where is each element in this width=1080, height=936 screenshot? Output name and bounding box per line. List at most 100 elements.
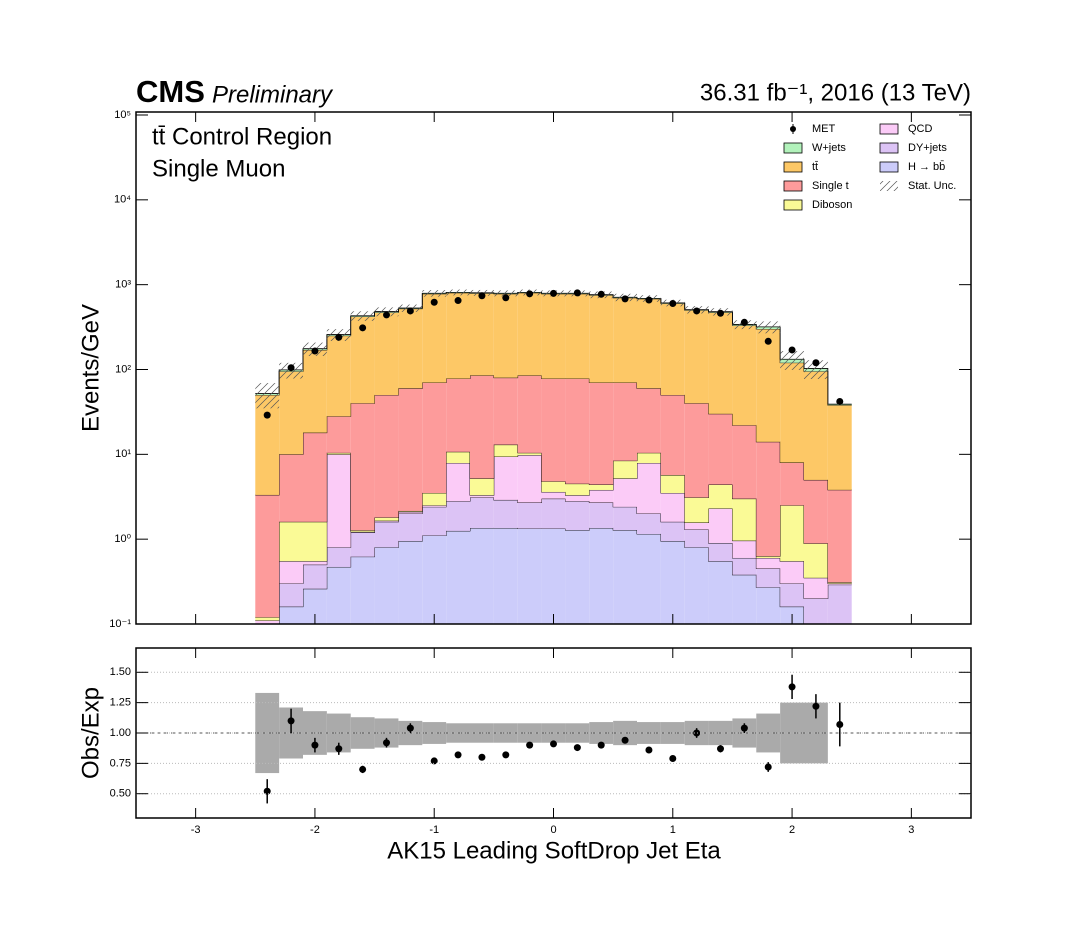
stack-segment [374, 312, 399, 396]
stack-segment [422, 505, 447, 507]
stack-segment [708, 413, 733, 485]
ratio-point [478, 753, 486, 761]
data-point [669, 299, 677, 307]
data-point [335, 333, 343, 341]
y-axis-label: Events/GeV [77, 304, 104, 432]
stack-segment [279, 371, 303, 455]
stack-segment [660, 541, 685, 624]
y-tick-label: 1.00 [110, 727, 131, 739]
ratio-plot-area [136, 674, 971, 804]
legend-label: H → bb̄ [908, 160, 945, 173]
stack-segment [470, 293, 494, 376]
y-tick-label: 0.50 [110, 788, 131, 800]
stack-segment [493, 377, 518, 445]
main-plot-area [255, 289, 852, 624]
stack-segment [493, 528, 518, 624]
stack-segment [660, 395, 685, 476]
stack-segment [708, 312, 733, 414]
data-point [717, 309, 724, 317]
stack-segment [470, 497, 494, 529]
legend-label: W+jets [812, 142, 846, 154]
stack-segment [804, 371, 828, 480]
uncertainty-band [255, 692, 280, 774]
y-tick-label: 10³ [115, 279, 131, 291]
stack-segment [613, 530, 637, 624]
ratio-point [597, 741, 605, 749]
data-point [359, 324, 367, 332]
stack-segment [303, 564, 327, 589]
y-tick-label: 0.75 [110, 757, 131, 769]
data-point [502, 294, 510, 302]
stack-segment [517, 502, 542, 529]
stack-segment [446, 451, 470, 464]
stack-segment [326, 452, 351, 455]
stack-segment [279, 521, 303, 562]
stack-segment [541, 491, 566, 499]
stack-segment [422, 293, 447, 383]
uncertainty-band [660, 722, 685, 744]
stack-segment [255, 617, 280, 621]
ratio-point [812, 702, 820, 710]
stack-segment [756, 329, 781, 442]
x-tick-label: 1 [670, 824, 676, 836]
stack-segment [303, 521, 327, 562]
stack-segment [827, 405, 852, 490]
stack-segment [470, 375, 494, 479]
stack-segment [684, 529, 709, 548]
stack-segment [589, 295, 614, 383]
stack-segment [541, 293, 566, 379]
stack-segment [660, 521, 685, 542]
x-tick-label: 3 [908, 824, 914, 836]
y-tick-label: 10² [115, 363, 131, 375]
stack-segment [684, 547, 709, 624]
stack-segment [589, 489, 614, 503]
stack-segment [279, 583, 303, 607]
cms-label: CMS [136, 74, 205, 109]
stack-segment [732, 325, 757, 426]
x-tick-label: 0 [550, 824, 556, 836]
stack-segment [303, 349, 327, 433]
stack-segment [684, 522, 709, 530]
ratio-point [406, 724, 414, 732]
data-point [287, 364, 295, 372]
uncertainty-band [255, 383, 280, 409]
y-tick-label: 10⁵ [114, 109, 131, 121]
stack-segment [493, 499, 518, 529]
stack-segment [255, 395, 280, 495]
stack-segment [470, 528, 494, 624]
stack-segment [255, 494, 280, 618]
stack-segment [541, 481, 566, 492]
ratio-point [764, 763, 772, 771]
ratio-point [717, 745, 724, 753]
stack-segment [780, 505, 804, 562]
stack-segment [398, 388, 423, 511]
stack-segment [565, 495, 590, 502]
stack-segment [756, 587, 781, 624]
stack-segment [613, 478, 637, 507]
stack-segment [470, 495, 494, 498]
stack-segment [589, 484, 614, 490]
legend-swatch [783, 180, 803, 192]
stack-segment [827, 582, 852, 584]
ratio-point [359, 765, 367, 773]
uncertainty-band [756, 321, 781, 334]
stack-segment [517, 292, 542, 376]
stack-segment [517, 452, 542, 456]
stack-segment [660, 493, 685, 522]
legend-label: MET [812, 123, 836, 135]
axes: 10⁻¹ 10⁰ 10¹ 10² 10³ 10⁴ 10⁵ -3 -2 -1 0 1 2 3 0.50 0.75… [109, 109, 972, 836]
stack-segment [374, 547, 399, 624]
stack-segment [589, 528, 614, 624]
y-tick-label: 1.50 [110, 666, 131, 678]
stack-segment [279, 561, 303, 584]
ratio-point [740, 724, 748, 732]
legend: MET W+jets tt̄ Single t Diboson QCD DY+jets H →… [783, 123, 956, 211]
stack-segment [470, 478, 494, 496]
stack-segment [350, 316, 375, 404]
uncertainty-band [780, 702, 804, 764]
data-point [454, 297, 462, 305]
stack-segment [589, 502, 614, 529]
data-point [836, 397, 844, 405]
x-tick-label: -2 [310, 824, 320, 836]
